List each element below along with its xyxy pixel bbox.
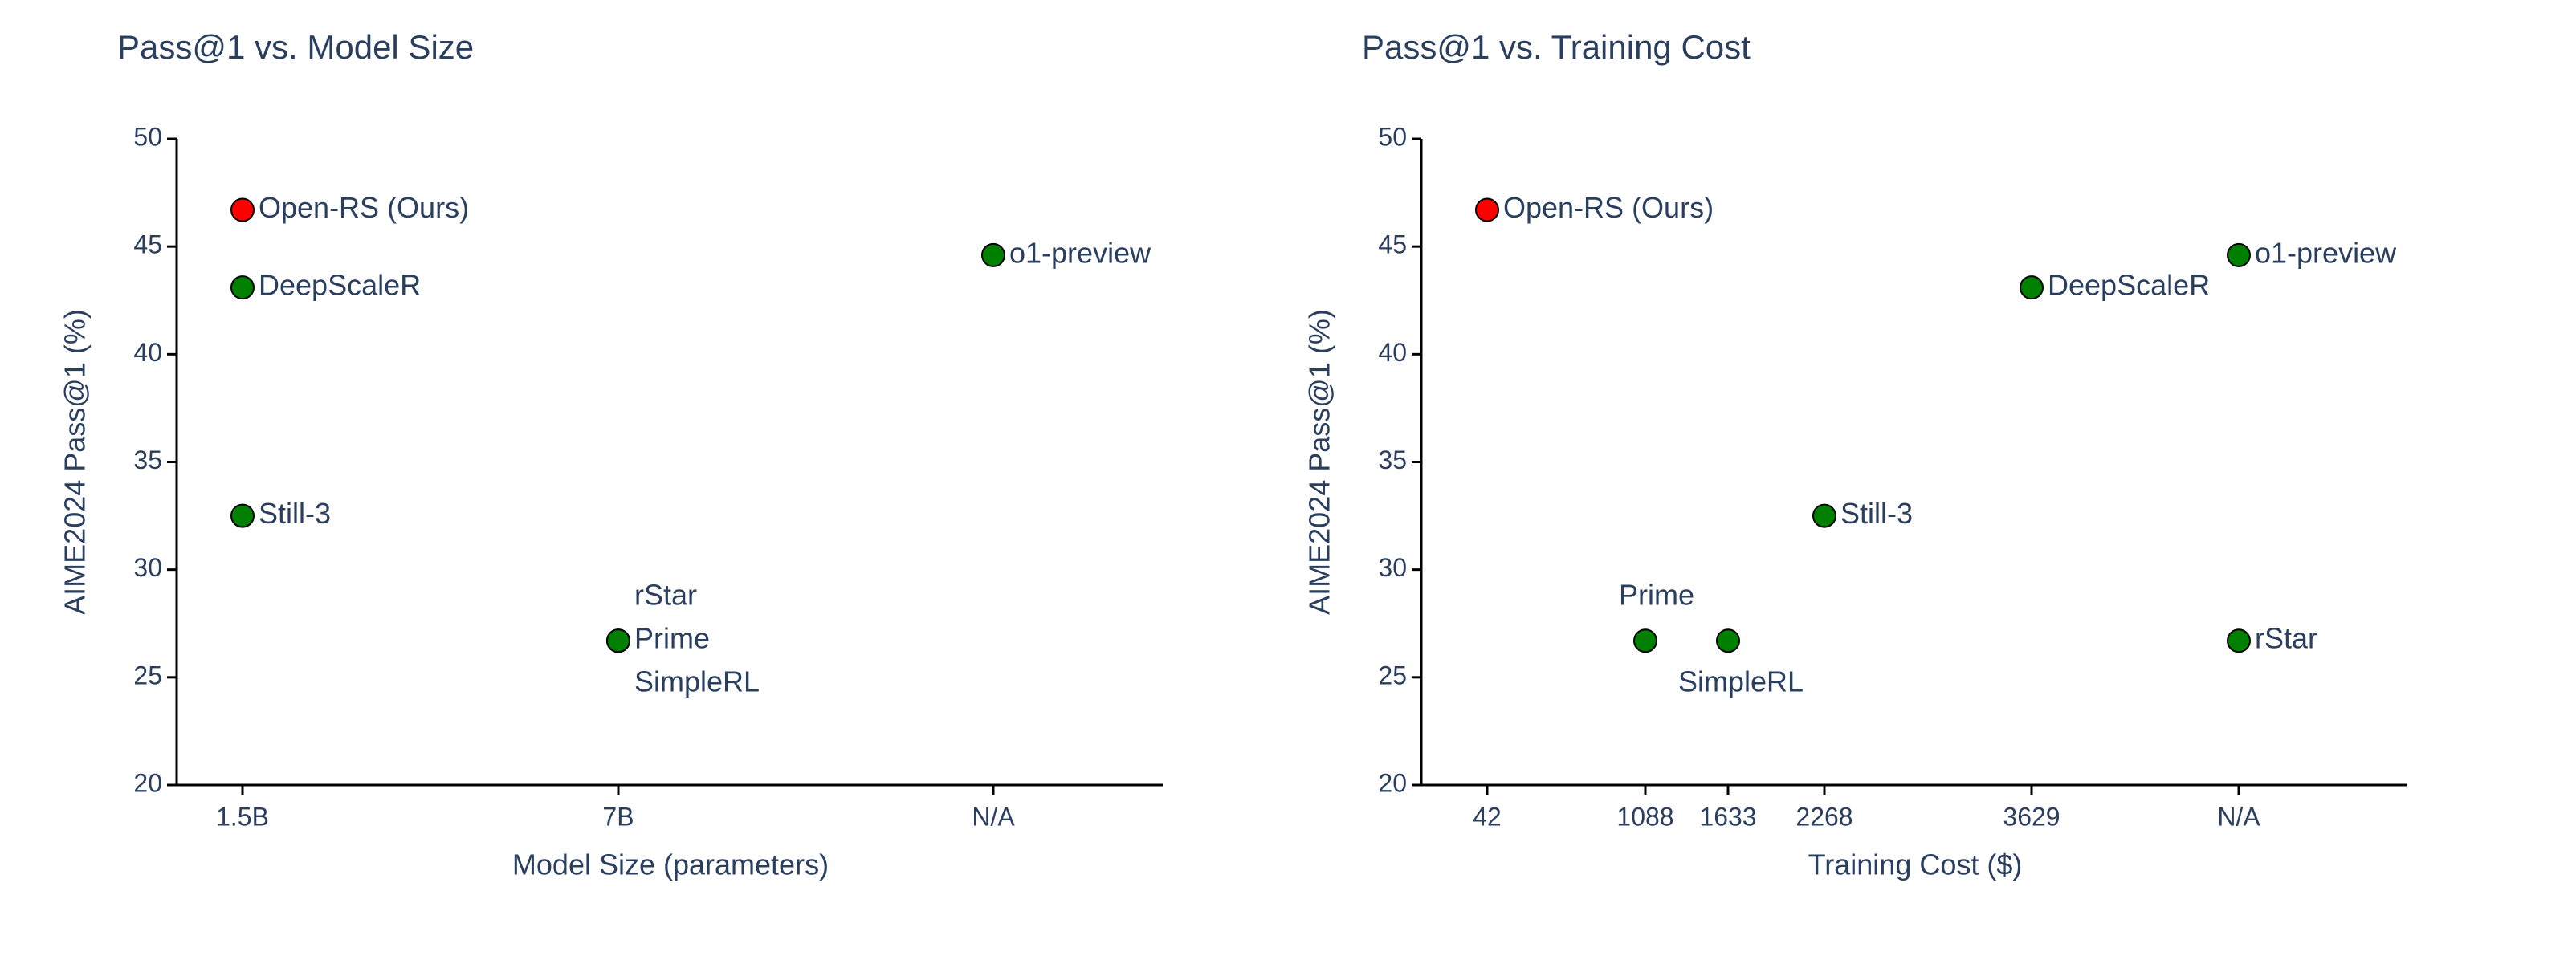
data-point — [1633, 628, 1657, 653]
y-tick-label: 35 — [133, 445, 162, 474]
data-point — [230, 503, 255, 528]
y-tick-label: 30 — [1378, 553, 1407, 582]
data-label: o1-preview — [1009, 236, 1151, 269]
x-tick-label: 7B — [602, 802, 634, 831]
data-label: SimpleRL — [634, 665, 760, 698]
x-tick-label: N/A — [972, 802, 1015, 831]
y-tick-label: 25 — [1378, 661, 1407, 689]
chart-title: Pass@1 vs. Model Size — [117, 28, 474, 66]
data-label: SimpleRL — [1678, 665, 1804, 698]
y-tick-label: 50 — [133, 122, 162, 151]
data-label: DeepScaleR — [2048, 269, 2210, 302]
x-axis-label: Training Cost ($) — [1808, 848, 2023, 881]
y-tick-label: 40 — [1378, 338, 1407, 367]
x-tick-label: 3629 — [2003, 802, 2060, 831]
y-tick-label: 40 — [133, 338, 162, 367]
x-tick-label: N/A — [2217, 802, 2260, 831]
data-label: Still-3 — [1840, 497, 1913, 530]
x-tick-label: 1.5B — [216, 802, 269, 831]
data-label: Open-RS (Ours) — [259, 191, 469, 224]
x-tick-label: 1088 — [1616, 802, 1673, 831]
data-label: rStar — [2255, 622, 2317, 655]
y-tick-label: 20 — [133, 768, 162, 797]
x-tick-label: 42 — [1473, 802, 1502, 831]
y-tick-label: 35 — [1378, 445, 1407, 474]
data-label: Still-3 — [259, 497, 331, 530]
data-point — [2020, 275, 2044, 300]
chart-2: Pass@1 vs. Training Cost 20 25 30 35 40 45 50 42… — [1303, 28, 2407, 881]
x-axis-label: Model Size (parameters) — [512, 848, 829, 881]
y-axis-label: AIME2024 Pass@1 (%) — [1303, 309, 1336, 615]
data-label: rStar — [634, 579, 697, 612]
data-point — [2227, 242, 2251, 267]
data-point — [981, 242, 1005, 267]
chart-1: Pass@1 vs. Model Size 20 25 30 35 40 45 50 1.5B 7… — [59, 28, 1163, 881]
data-label: Prime — [634, 622, 710, 655]
data-point — [606, 628, 630, 653]
x-tick-label: 2268 — [1795, 802, 1853, 831]
y-tick-label: 30 — [133, 553, 162, 582]
y-axis-label: AIME2024 Pass@1 (%) — [59, 309, 92, 615]
y-tick-label: 20 — [1378, 768, 1407, 797]
data-label: DeepScaleR — [259, 269, 421, 302]
y-tick-label: 45 — [133, 230, 162, 259]
y-tick-label: 25 — [133, 661, 162, 689]
data-point — [230, 197, 255, 222]
data-point — [1716, 628, 1740, 653]
data-point — [2227, 628, 2251, 653]
data-label: Open-RS (Ours) — [1503, 191, 1714, 224]
data-label: Prime — [1619, 579, 1694, 612]
x-tick-label: 1633 — [1699, 802, 1756, 831]
data-point — [230, 275, 255, 300]
chart-title: Pass@1 vs. Training Cost — [1362, 28, 1751, 66]
data-point — [1812, 503, 1836, 528]
y-tick-label: 50 — [1378, 122, 1407, 151]
y-tick-label: 45 — [1378, 230, 1407, 259]
data-label: o1-preview — [2255, 236, 2397, 269]
data-point — [1475, 197, 1499, 222]
